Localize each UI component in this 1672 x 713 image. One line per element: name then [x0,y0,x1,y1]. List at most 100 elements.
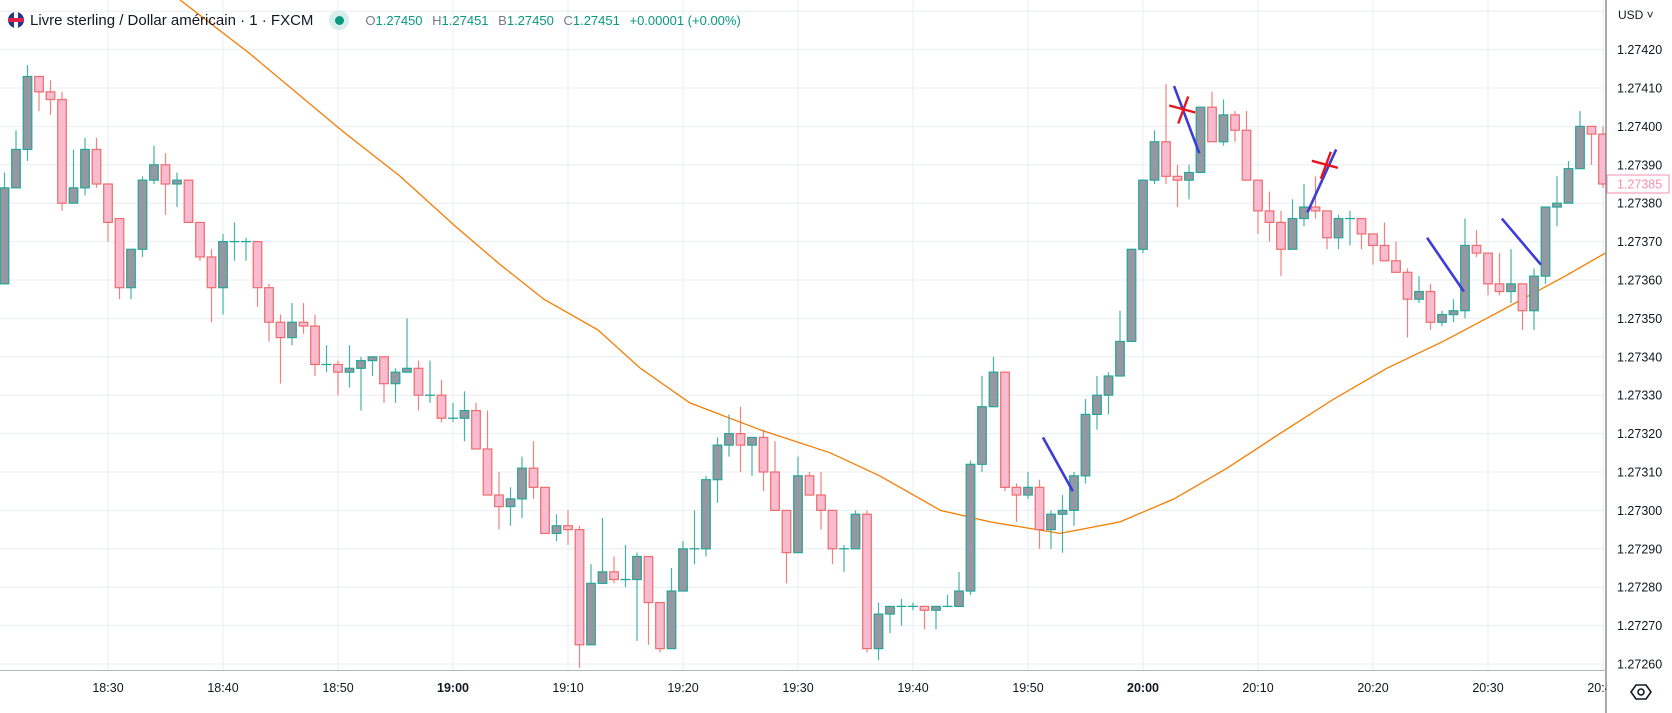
candle-bullish [344,345,355,388]
candle-bullish [839,544,849,572]
candle-bullish [1195,106,1206,174]
settings-icon[interactable] [1630,681,1652,703]
time-axis[interactable]: 18:30 18:40 18:50 19:00 19:10 19:20 19:30 19:40… [92,681,1618,695]
candle-bullish [712,437,723,503]
last-price-label: 1.27385 [1606,174,1670,194]
price-tick-label: 1.27420 [1617,43,1662,57]
candle-body [1115,340,1125,377]
candle-bullish [724,414,734,457]
currency-select[interactable]: USD ˅ [1618,8,1654,22]
candle-bullish [1552,176,1562,227]
candle-bullish [689,510,700,565]
close-key: C [563,12,573,28]
price-tick-label: 1.27300 [1617,504,1662,518]
candle-bullish [954,571,964,607]
candle-body [712,444,723,481]
candle-bearish [1241,111,1252,181]
symbol-title[interactable]: Livre sterling / Dollar américain · 1 · … [30,11,314,29]
candle-body [1540,206,1551,277]
candle-bullish [977,376,987,472]
candle-body [1138,179,1148,250]
candle-body [850,513,861,550]
candle-body [1529,275,1539,312]
cross-marker-drawing[interactable] [1168,96,1196,124]
candle-bearish [1161,84,1171,184]
market-open-dot-icon[interactable] [329,10,350,30]
candle-bullish [448,402,458,423]
drawings[interactable] [1041,85,1542,492]
candle-bullish [218,233,228,315]
candle-body [183,179,194,224]
candle-bullish [896,598,907,626]
candle-body [68,187,79,204]
trend-line-drawing[interactable] [1041,436,1074,492]
grid [0,0,1606,670]
candle-bullish [1103,372,1114,415]
price-tick-label: 1.27400 [1617,120,1662,134]
candle-bearish [1011,483,1022,522]
candle-body [1575,125,1585,170]
candle-body [1425,290,1436,323]
candle-body [252,241,263,289]
candle-bearish [1586,125,1597,165]
candle-bearish [574,525,585,668]
trend-line-drawing[interactable] [1172,85,1201,154]
candle-bearish [735,406,746,472]
candle-body [494,494,504,508]
candle-bearish [804,472,815,496]
candle-bullish [793,456,803,554]
candle-bullish [1138,179,1148,254]
cross-stroke [1168,104,1196,114]
candle-body [758,436,769,473]
candle-bearish [1391,241,1401,273]
trend-line-drawing[interactable] [1425,237,1465,293]
candle-body [149,164,159,181]
candle-bearish [643,555,654,645]
candle-bullish [632,552,642,641]
candle-bearish [781,509,792,584]
price-axis[interactable]: 1.27420 1.27410 1.27400 1.27390 1.27380 1.273… [1617,43,1662,671]
price-tick-label: 1.27370 [1617,235,1662,249]
candle-bullish [1184,164,1194,200]
candle-body [873,613,884,650]
candle-body [965,463,976,592]
candle-body [1057,509,1068,515]
candle-body [206,256,217,289]
candle-bullish [747,436,757,476]
candle-body [574,528,585,646]
trend-line-drawing[interactable] [1306,148,1338,213]
candle-body [1552,202,1562,208]
candle-bullish [1057,495,1068,553]
price-axis-bg[interactable] [1606,0,1672,713]
time-tick-label: 20:20 [1357,681,1388,695]
candle-bullish [551,514,562,542]
candle-bearish [264,283,274,342]
candle-bearish [34,75,44,112]
candle-body [931,605,941,611]
candle-bearish [1356,217,1367,250]
moving-average-layer [179,0,1606,535]
candle-body [333,363,343,373]
candle-body [91,148,102,185]
cross-stroke [1177,96,1190,124]
candle-bullish [1092,376,1102,430]
time-tick-label: 20:30 [1472,681,1503,695]
cross-marker-drawing[interactable] [1311,151,1339,180]
candle-bullish [1437,310,1447,327]
candle-body [172,179,182,185]
candle-body [413,367,424,396]
candle-body [1460,244,1470,312]
candle-body [160,164,171,185]
candle-body [482,448,493,496]
candle-bullish [1046,510,1056,549]
trend-line-drawing[interactable] [1500,217,1542,266]
candle-bullish [68,149,79,204]
time-tick-label: 19:30 [782,681,813,695]
candle-bearish [1230,111,1240,142]
candle-bearish [195,221,205,261]
candle-bearish [114,217,125,300]
candle-body [1230,114,1240,131]
time-axis-bg[interactable] [0,670,1606,713]
candle-body [1253,179,1263,212]
